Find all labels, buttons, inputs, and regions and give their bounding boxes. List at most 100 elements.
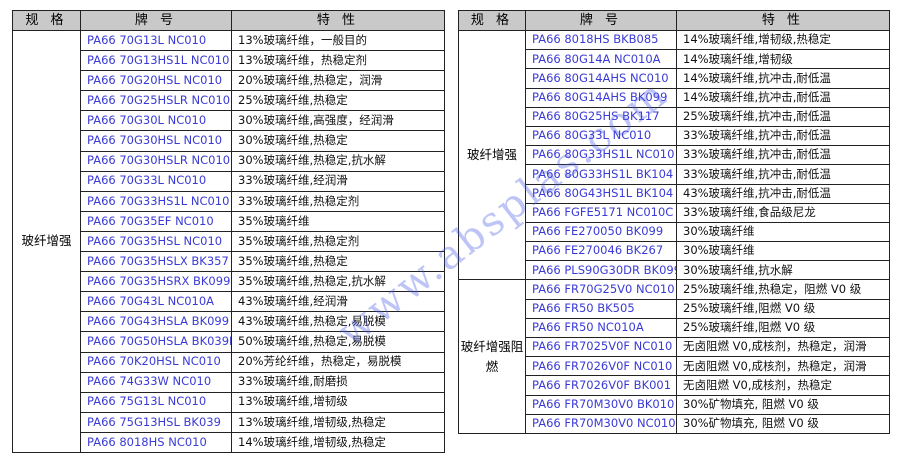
property-cell: 30%玻璃纤维 <box>676 221 890 243</box>
table-row: PA66 75G13L NC010 13%玻璃纤维,增韧级 <box>13 391 445 413</box>
header-spec: 规 格 <box>12 10 81 31</box>
property-cell: 13%玻璃纤维,增韧级,热稳定 <box>231 411 445 433</box>
property-cell: 50%玻璃纤维,热稳定,易脱模 <box>231 331 445 353</box>
property-cell: 33%玻璃纤维,经润滑 <box>231 170 445 192</box>
table-row: PA66 FR50 BK505 25%玻璃纤维,阻燃 V0 级 <box>459 298 890 319</box>
grade-cell: PA66 70G33HS1L NC010 <box>80 190 232 212</box>
property-cell: 35%玻璃纤维 <box>231 210 445 232</box>
property-cell: 35%玻璃纤维,热稳定剂 <box>231 230 445 253</box>
grade-cell: PA66 FR70M30V0 NC010 <box>525 413 677 434</box>
grade-cell: PA66 8018HS BKB085 <box>525 29 677 51</box>
table-row: PA66 70G30HSL NC010 30%玻璃纤维,热稳定 <box>13 130 445 152</box>
property-cell: 20%芳纶纤维，热稳定，易脱模 <box>231 351 445 373</box>
grade-cell: PA66 80G33L NC010 <box>525 125 677 147</box>
property-cell: 20%玻璃纤维,热稳定，润滑 <box>231 70 445 92</box>
grade-cell: PA66 75G13HSL BK039 <box>80 411 232 433</box>
property-cell: 33%玻璃纤维,抗冲击,耐低温 <box>676 164 890 185</box>
property-cell: 33%玻璃纤维,耐磨损 <box>231 371 445 393</box>
property-cell: 13%玻璃纤维，一般目的 <box>231 29 445 52</box>
header-spec: 规 格 <box>458 10 526 31</box>
table-row: PA66 FR70M30V0 BK010 30%矿物填充, 阻燃 V0 级 <box>459 394 890 415</box>
property-cell: 30%玻璃纤维,热稳定 <box>231 130 445 152</box>
grade-cell: PA66 70G43L NC010A <box>80 291 232 313</box>
table-row: PA66 70G35HSLX BK357 35%玻璃纤维,热稳定 <box>13 251 445 273</box>
grade-cell: PA66 70G35HSL NC010 <box>80 230 232 253</box>
header-grade: 牌 号 <box>525 10 677 31</box>
property-cell: 33%玻璃纤维,热稳定剂 <box>231 190 445 212</box>
table-row: PA66 PLS90G30DR BK099 30%玻璃纤维,抗水解 <box>459 260 890 281</box>
grade-cell: PA66 FE270050 BK099 <box>525 221 677 243</box>
property-cell: 30%矿物填充, 阻燃 V0 级 <box>676 413 890 434</box>
grade-cell: PA66 FR7026V0F NC010 <box>525 356 677 377</box>
property-cell: 25%玻璃纤维,阻燃 V0 级 <box>676 298 890 319</box>
property-cell: 无卤阻燃 V0,成核剂，热稳定 <box>676 375 890 396</box>
grade-cell: PA66 FE270046 BK267 <box>525 241 677 262</box>
property-cell: 14%玻璃纤维,抗冲击,耐低温 <box>676 87 890 108</box>
table-row: PA66 80G14AHS BK099 14%玻璃纤维,抗冲击,耐低温 <box>459 87 890 108</box>
table-row: 玻纤增强阻燃 PA66 FR70G25V0 NC010 25%玻璃纤维,热稳定，阻燃… <box>458 279 890 434</box>
property-cell: 35%玻璃纤维,热稳定,抗水解 <box>231 271 445 293</box>
grade-cell: PA66 70G43HSLA BK099 <box>80 311 232 333</box>
property-cell: 14%玻璃纤维,增韧级 <box>676 49 890 70</box>
table-row: PA66 FR7026V0F NC010 无卤阻燃 V0,成核剂，热稳定，润滑 <box>459 356 890 377</box>
table-row: PA66 70G35EF NC010 35%玻璃纤维 <box>13 210 445 232</box>
grade-cell: PA66 75G13L NC010 <box>80 391 232 413</box>
property-cell: 43%玻璃纤维,抗冲击,耐低温 <box>676 183 890 204</box>
table-row: PA66 70G20HSL NC010 20%玻璃纤维,热稳定，润滑 <box>13 70 445 92</box>
property-cell: 30%玻璃纤维,热稳定,抗水解 <box>231 150 445 172</box>
grade-cell: PA66 8018HS NC010 <box>80 431 232 453</box>
grade-cell: PA66 70G13L NC010 <box>80 29 232 52</box>
table-row: PA66 8018HS NC010 14%玻璃纤维,增韧级,热稳定 <box>13 431 445 453</box>
grade-cell: PA66 FR70M30V0 BK010 <box>525 394 677 415</box>
grade-cell: PA66 70G30HSL NC010 <box>80 130 232 152</box>
table-row: PA66 70G35HSRX BK099 35%玻璃纤维,热稳定,抗水解 <box>13 271 445 293</box>
grade-cell: PA66 80G33HS1L BK104 <box>525 164 677 185</box>
property-cell: 35%玻璃纤维,热稳定 <box>231 251 445 273</box>
grade-cell: PA66 FR50 NC010A <box>525 317 677 339</box>
grade-cell: PA66 80G33HS1L NC010 <box>525 145 677 166</box>
grade-cell: PA66 80G43HS1L BK104 <box>525 183 677 204</box>
table-row: PA66 70G33HS1L NC010 33%玻璃纤维,热稳定剂 <box>13 190 445 212</box>
table-row: PA66 70G30L NC010 30%玻璃纤维,高强度，经润滑 <box>13 110 445 132</box>
grade-cell: PA66 70G33L NC010 <box>80 170 232 192</box>
grade-cell: PA66 70K20HSL NC010 <box>80 351 232 373</box>
property-cell: 无卤阻燃 V0,成核剂，热稳定，润滑 <box>676 356 890 377</box>
property-cell: 14%玻璃纤维,增韧级,热稳定 <box>231 431 445 453</box>
table-row: PA66 75G13HSL BK039 13%玻璃纤维,增韧级,热稳定 <box>13 411 445 433</box>
table-row: PA66 80G25HS BK117 25%玻璃纤维,抗冲击,耐低温 <box>459 106 890 127</box>
grade-cell: PA66 80G14AHS NC010 <box>525 68 677 89</box>
table-row: PA66 FE270046 BK267 30%玻璃纤维 <box>459 241 890 262</box>
property-cell: 13%玻璃纤维，热稳定剂 <box>231 50 445 72</box>
table-row: PA66 80G33L NC010 33%玻璃纤维,抗冲击,耐低温 <box>459 125 890 147</box>
property-cell: 30%玻璃纤维,高强度，经润滑 <box>231 110 445 132</box>
grade-cell: PA66 70G50HSLA BK039B <box>80 331 232 353</box>
property-cell: 25%玻璃纤维,阻燃 V0 级 <box>676 317 890 339</box>
property-cell: 30%矿物填充, 阻燃 V0 级 <box>676 394 890 415</box>
grade-cell: PA66 70G30HSLR NC010 <box>80 150 232 172</box>
category-cell: 玻纤增强 <box>458 29 526 281</box>
grade-cell: PA66 PLS90G30DR BK099 <box>525 260 677 281</box>
grade-cell: PA66 80G14A NC010A <box>525 49 677 70</box>
table-row: 玻纤增强 PA66 8018HS BKB085 14%玻璃纤维,增韧级,热稳定 <box>458 29 890 281</box>
property-cell: 25%玻璃纤维,热稳定，阻燃 V0 级 <box>676 279 890 300</box>
property-cell: 33%玻璃纤维,抗冲击,耐低温 <box>676 145 890 166</box>
grade-cell: PA66 80G14AHS BK099 <box>525 87 677 108</box>
grade-cell: PA66 70G20HSL NC010 <box>80 70 232 92</box>
property-cell: 13%玻璃纤维,增韧级 <box>231 391 445 413</box>
table-row: PA66 74G33W NC010 33%玻璃纤维,耐磨损 <box>13 371 445 393</box>
table-row: 玻纤增强 PA66 70G13L NC010 13%玻璃纤维，一般目的 <box>12 29 445 453</box>
table-row: PA66 FR70M30V0 NC010 30%矿物填充, 阻燃 V0 级 <box>459 413 890 434</box>
table-row: PA66 FR7025V0F NC010 无卤阻燃 V0,成核剂，热稳定，润滑 <box>459 336 890 358</box>
header-property: 特 性 <box>231 10 445 31</box>
table-row: PA66 70G50HSLA BK039B 50%玻璃纤维,热稳定,易脱模 <box>13 331 445 353</box>
property-cell: 30%玻璃纤维 <box>676 241 890 262</box>
grade-cell: PA66 FR7025V0F NC010 <box>525 336 677 358</box>
property-cell: 33%玻璃纤维,抗冲击,耐低温 <box>676 125 890 147</box>
right-spec-table: 规 格 牌 号 特 性 玻纤增强 PA66 8018HS BKB085 14%玻璃纤… <box>458 10 890 434</box>
grade-cell: PA66 80G25HS BK117 <box>525 106 677 127</box>
property-cell: 25%玻璃纤维,热稳定 <box>231 90 445 112</box>
property-cell: 33%玻璃纤维,食品级尼龙 <box>676 202 890 223</box>
property-cell: 25%玻璃纤维,抗冲击,耐低温 <box>676 106 890 127</box>
grade-cell: PA66 FR50 BK505 <box>525 298 677 319</box>
table-row: PA66 FR50 NC010A 25%玻璃纤维,阻燃 V0 级 <box>459 317 890 339</box>
